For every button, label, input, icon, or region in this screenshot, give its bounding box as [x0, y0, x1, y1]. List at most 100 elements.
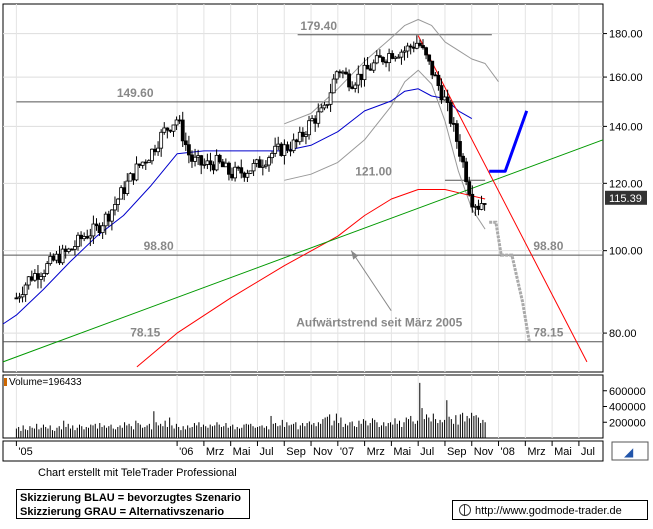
candle-body	[137, 163, 142, 166]
level-label: 179.40	[300, 19, 337, 33]
candle-body	[119, 187, 124, 200]
candle-body	[29, 276, 34, 281]
candle-body	[73, 246, 77, 250]
candle-body	[390, 53, 395, 59]
x-tick-label: Sep	[447, 446, 467, 458]
candle-body	[325, 103, 330, 106]
candle-body	[362, 64, 367, 81]
scenario-gray	[489, 220, 531, 342]
candle-body	[94, 223, 99, 227]
level-label: 98.80	[533, 239, 563, 253]
candle-body	[476, 205, 481, 210]
candle-body	[353, 84, 358, 89]
candle-body	[97, 225, 102, 234]
candle-body	[291, 139, 296, 151]
candle-body	[91, 223, 96, 237]
x-tick-label: Mai	[554, 446, 572, 458]
volume-tick-label: 400000	[609, 402, 646, 414]
legend-blue: Skizzierung BLAU = bevorzugtes Szenario	[20, 492, 241, 504]
price-panel	[2, 3, 604, 373]
annotation-text: Aufwärtstrend seit März 2005	[296, 316, 462, 330]
candle-body	[109, 209, 114, 222]
candle-body	[76, 234, 80, 247]
x-tick-label: Mrz	[527, 446, 545, 458]
candle-body	[171, 124, 176, 132]
candle-body	[220, 161, 225, 168]
candle-body	[393, 56, 398, 59]
candle-body	[100, 225, 105, 234]
candle-body	[205, 160, 210, 165]
candle-body	[467, 181, 472, 195]
candle-body	[356, 73, 361, 86]
website-link-box[interactable]: http://www.godmode-trader.de	[452, 500, 648, 520]
candle-body	[341, 71, 345, 74]
y-tick-label: 100.00	[609, 246, 643, 258]
level-label: 78.15	[130, 326, 160, 340]
globe-icon	[459, 504, 471, 516]
time-axis-panel	[2, 440, 604, 462]
candle-body	[69, 248, 74, 251]
candle-body	[448, 102, 453, 124]
candle-body	[473, 205, 478, 208]
x-tick-label: Nov	[474, 446, 494, 458]
candle-body	[116, 198, 120, 205]
level-label: 121.00	[355, 164, 392, 178]
candle-body	[405, 45, 410, 52]
x-tick-label: Mrz	[206, 446, 224, 458]
y-tick-label: 180.00	[609, 29, 643, 41]
candle-body	[60, 248, 65, 264]
candle-body	[260, 165, 265, 168]
toolbar-box	[611, 441, 649, 461]
candle-body	[365, 64, 370, 70]
volume-marker	[4, 378, 7, 386]
x-tick-label: '08	[501, 446, 515, 458]
candle-body	[328, 92, 333, 105]
candle-body	[439, 85, 444, 101]
candle-body	[51, 255, 56, 261]
candle-body	[174, 119, 179, 126]
candle-body	[177, 119, 182, 122]
candle-body	[106, 213, 111, 222]
candle-body	[310, 118, 315, 122]
candle-body	[316, 111, 321, 124]
x-tick-label: Sep	[286, 446, 306, 458]
candle-body	[273, 145, 278, 154]
candle-body	[300, 131, 305, 137]
candle-body	[458, 141, 462, 157]
candle-body	[153, 148, 157, 153]
candle-body	[242, 172, 247, 178]
candle-body	[66, 248, 71, 252]
candle-body	[371, 62, 376, 71]
x-tick-label: '07	[340, 446, 354, 458]
volume-tick-label: 600000	[609, 386, 646, 398]
trendline	[2, 139, 604, 363]
candle-body	[442, 96, 447, 101]
candle-body	[251, 163, 256, 172]
candle-body	[239, 167, 244, 174]
y-tick-label: 120.00	[609, 178, 643, 190]
candle-body	[82, 236, 87, 240]
candle-body	[436, 74, 441, 86]
candle-body	[134, 163, 139, 181]
candle-body	[199, 155, 204, 166]
candle-body	[150, 148, 154, 162]
candle-body	[377, 55, 382, 58]
candle-body	[159, 131, 164, 149]
candle-body	[418, 42, 422, 46]
candle-body	[45, 263, 50, 274]
candle-body	[313, 118, 318, 124]
candle-body	[128, 173, 133, 182]
candle-body	[482, 203, 487, 205]
candle-body	[230, 173, 234, 179]
candle-body	[183, 140, 188, 146]
candle-body	[85, 236, 90, 239]
candle-body	[257, 159, 262, 168]
candle-body	[202, 164, 207, 166]
legend-gray: Skizzierung GRAU = Alternativszenario	[20, 506, 225, 518]
x-tick-label: Nov	[313, 446, 333, 458]
website-url[interactable]: http://www.godmode-trader.de	[475, 505, 622, 517]
candle-body	[26, 276, 31, 286]
candle-body	[359, 73, 364, 81]
